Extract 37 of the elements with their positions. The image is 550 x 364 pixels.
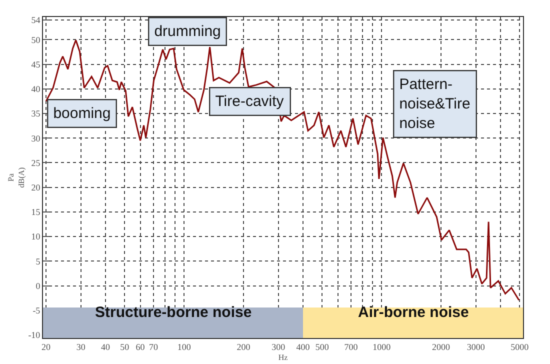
- y-tick-label: 5: [36, 256, 41, 266]
- y-tick-label: 54: [31, 15, 41, 26]
- x-tick-label: 500: [315, 342, 330, 352]
- y-tick-label: 40: [31, 84, 41, 94]
- band-label: Air-borne noise: [358, 304, 469, 321]
- y-tick-label: -5: [32, 306, 41, 316]
- y-tick-label: 10: [31, 232, 41, 242]
- x-tick-label: 300: [272, 342, 286, 352]
- x-tick-label: 60: [136, 342, 146, 352]
- y-tick-label: 35: [31, 108, 41, 119]
- y-tick-label: -10: [28, 330, 41, 340]
- x-tick-label: 5000: [510, 342, 530, 352]
- y-tick-label: 0: [36, 280, 41, 291]
- y-tick-label: 50: [31, 34, 41, 45]
- y-tick-label: 45: [31, 59, 41, 70]
- y-axis-title: Pa dB(A): [6, 166, 26, 188]
- y-tick-label: 25: [31, 158, 41, 168]
- x-tick-label: 1000: [372, 342, 392, 352]
- x-tick-label: 400: [296, 342, 310, 352]
- y-tick-label: 15: [31, 207, 41, 218]
- annotation: Tire-cavity: [215, 93, 284, 110]
- annotation: drumming: [154, 23, 221, 40]
- y-tick-label: 30: [31, 133, 41, 144]
- x-tick-label: 40: [101, 342, 111, 352]
- x-tick-label: 50: [120, 342, 130, 352]
- x-tick-label: 2000: [432, 342, 451, 352]
- x-axis-title: Hz: [278, 352, 288, 362]
- annotation: Pattern- noise&Tire noise: [399, 76, 470, 132]
- x-tick-label: 3000: [466, 342, 486, 352]
- band-label: Structure-borne noise: [95, 304, 252, 321]
- y-tick-label: 20: [31, 182, 41, 192]
- x-tick-label: 30: [76, 342, 86, 352]
- x-tick-label: 70: [149, 342, 159, 352]
- x-tick-label: 700: [344, 342, 358, 352]
- x-tick-label: 100: [177, 342, 192, 352]
- annotation: booming: [53, 105, 111, 122]
- x-tick-label: 200: [236, 342, 251, 352]
